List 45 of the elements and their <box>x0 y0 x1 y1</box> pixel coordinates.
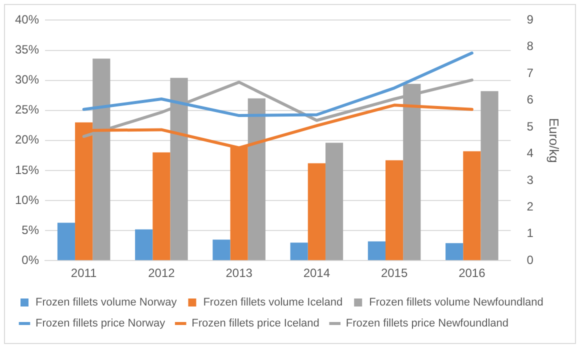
bar <box>386 160 404 260</box>
y-tick-label: 40% <box>14 12 40 27</box>
bar <box>325 142 344 260</box>
legend-label: Frozen fillets volume Iceland <box>203 296 343 309</box>
y2-tick-label: 5 <box>526 119 534 134</box>
bar <box>368 241 386 260</box>
y2-tick-label: 4 <box>526 146 534 160</box>
y-tick-label: 30% <box>14 72 40 87</box>
y-tick-label: 35% <box>14 42 40 57</box>
x-tick-label: 2011 <box>70 266 98 280</box>
bar <box>480 91 498 260</box>
y2-tick-label: 9 <box>526 12 534 27</box>
bar <box>152 152 170 260</box>
y2-tick-label: 7 <box>526 66 534 80</box>
bar <box>446 243 464 260</box>
y2-tick-label: 0 <box>526 252 534 267</box>
y2-tick-label: 1 <box>526 226 534 240</box>
y2-tick-label: 8 <box>526 39 534 54</box>
y2-tick-label: 3 <box>526 172 534 187</box>
legend-label: Frozen fillets volume Norway <box>36 296 178 309</box>
bar <box>57 222 76 260</box>
bar <box>308 163 326 260</box>
y2-tick-label: 2 <box>526 199 534 214</box>
y-tick-label: 5% <box>22 222 40 237</box>
bar <box>290 242 308 260</box>
bar <box>212 240 230 260</box>
legend-label: Frozen fillets price Iceland <box>192 318 320 330</box>
legend-label: Frozen fillets price Norway <box>36 318 166 330</box>
x-tick-label: 2012 <box>148 266 176 280</box>
x-tick-label: 2015 <box>380 266 408 280</box>
legend-label: Frozen fillets price Newfoundland <box>346 318 509 330</box>
y-tick-label: 15% <box>14 162 40 177</box>
y-tick-label: 10% <box>14 192 40 207</box>
x-tick-label: 2014 <box>303 266 330 280</box>
y2-tick-label: 6 <box>526 92 534 107</box>
bar <box>135 229 153 260</box>
y-tick-label: 25% <box>14 102 40 117</box>
bar <box>463 151 481 260</box>
x-tick-label: 2013 <box>226 266 253 280</box>
y-tick-label: 20% <box>14 132 40 147</box>
x-tick-label: 2016 <box>458 266 486 280</box>
y2-axis-title: Euro/kg <box>546 118 562 163</box>
legend-label: Frozen fillets volume Newfoundland <box>369 296 544 309</box>
y-tick-label: 0% <box>22 252 40 267</box>
bar <box>248 98 266 260</box>
